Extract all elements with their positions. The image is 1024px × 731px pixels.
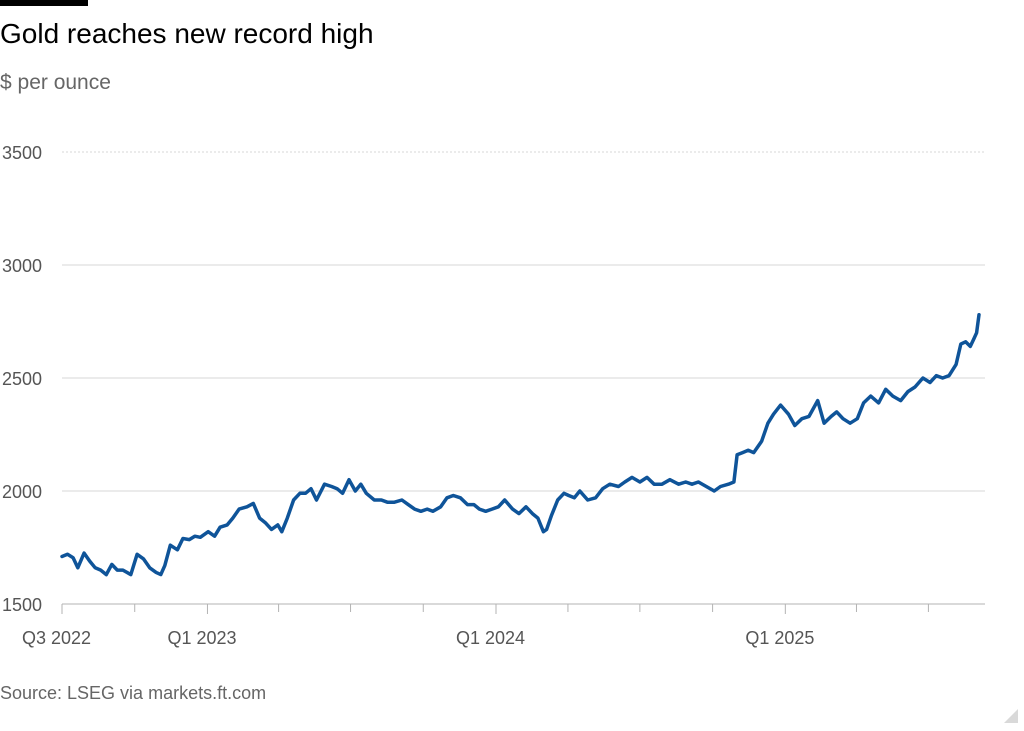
x-tick-label: Q1 2024 <box>456 628 525 648</box>
y-tick-label: 2500 <box>2 369 42 389</box>
y-tick-label: 3500 <box>2 143 42 163</box>
x-tick-label: Q3 2022 <box>22 628 91 648</box>
x-tick-label: Q1 2023 <box>167 628 236 648</box>
price-series-line <box>60 312 981 577</box>
x-axis <box>61 604 929 614</box>
y-tick-label: 2000 <box>2 482 42 502</box>
series-layer <box>60 312 981 577</box>
chart-subtitle: $ per ounce <box>0 71 111 94</box>
line-chart: 1500 2000 2500 3000 3500 Q3 2022 Q1 2023 Q1 202… <box>2 143 985 648</box>
y-tick-label: 1500 <box>2 595 42 615</box>
resize-corner-icon <box>1004 709 1018 723</box>
tick-labels: 1500 2000 2500 3000 3500 Q3 2022 Q1 2023 Q1 202… <box>2 143 814 648</box>
x-tick-label: Q1 2025 <box>745 628 814 648</box>
chart-title: Gold reaches new record high <box>0 18 374 49</box>
top-accent-bar <box>0 0 88 6</box>
y-tick-label: 3000 <box>2 256 42 276</box>
grid-lines <box>62 151 985 605</box>
source-note: Source: LSEG via markets.ft.com <box>0 683 267 703</box>
